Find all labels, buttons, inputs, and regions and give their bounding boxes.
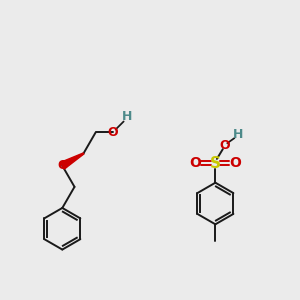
Polygon shape xyxy=(60,153,84,169)
Text: O: O xyxy=(219,139,230,152)
Text: O: O xyxy=(57,159,68,172)
Text: H: H xyxy=(233,128,244,141)
Text: O: O xyxy=(107,126,118,139)
Text: S: S xyxy=(210,156,221,171)
Text: O: O xyxy=(230,156,241,170)
Text: O: O xyxy=(190,156,201,170)
Text: H: H xyxy=(122,110,133,123)
